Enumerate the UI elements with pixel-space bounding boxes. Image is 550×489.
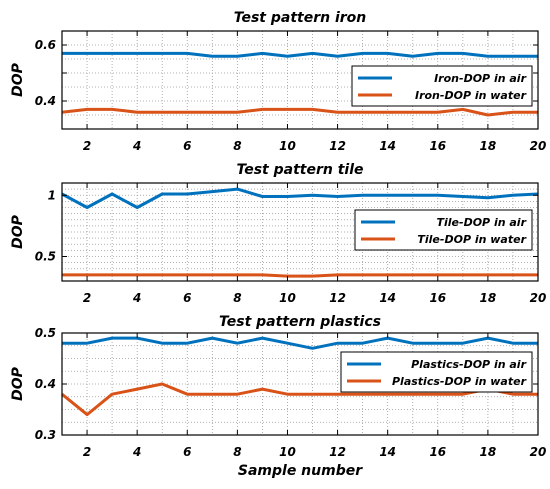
legend-box bbox=[351, 65, 533, 107]
series-line-water bbox=[61, 107, 538, 117]
legend: Plastics-DOP in air Plastics-DOP in water bbox=[340, 351, 533, 393]
x-tick-label: 18 bbox=[480, 445, 497, 459]
x-tick-label: 4 bbox=[132, 291, 141, 305]
legend-label-air: Tile-DOP in air bbox=[437, 216, 527, 229]
y-tick-label: 0.5 bbox=[35, 250, 56, 264]
chart-panel-1: 2 4 6 8 10 12 14 16 18 20 0.4 0.6 Test pattern iron D… bbox=[10, 10, 546, 153]
x-tick-label: 2 bbox=[83, 139, 91, 153]
y-tick-label: 1 bbox=[48, 188, 56, 202]
legend-label-air: Plastics-DOP in air bbox=[411, 358, 526, 371]
y-tick-label: 0.4 bbox=[35, 94, 56, 108]
x-tick-label: 12 bbox=[329, 445, 346, 459]
x-tick-label: 18 bbox=[480, 139, 497, 153]
series-line-water bbox=[62, 273, 538, 278]
legend: Iron-DOP in air Iron-DOP in water bbox=[351, 65, 533, 107]
x-tick-label: 10 bbox=[279, 291, 296, 305]
x-tick-label: 10 bbox=[279, 139, 296, 153]
legend: Tile-DOP in air Tile-DOP in water bbox=[354, 209, 533, 251]
y-axis-label: DOP bbox=[10, 214, 26, 249]
y-tick-label: 0.6 bbox=[35, 38, 56, 52]
x-tick-label: 20 bbox=[530, 291, 547, 305]
chart-title: Test pattern plastics bbox=[219, 314, 381, 330]
x-tick-label: 12 bbox=[329, 291, 346, 305]
y-axis-label: DOP bbox=[10, 366, 26, 401]
x-tick-label: 20 bbox=[530, 139, 547, 153]
plot-frame bbox=[61, 30, 539, 130]
x-tick-label: 8 bbox=[233, 291, 241, 305]
series-line-water bbox=[61, 382, 538, 417]
x-tick-label: 4 bbox=[132, 445, 141, 459]
x-tick-label: 2 bbox=[83, 445, 91, 459]
x-tick-label: 16 bbox=[429, 139, 446, 153]
legend-label-water: Tile-DOP in water bbox=[417, 233, 526, 246]
x-tick-label: 18 bbox=[480, 291, 497, 305]
chart-title: Test pattern iron bbox=[234, 10, 367, 26]
x-tick-label: 8 bbox=[233, 445, 241, 459]
legend-box bbox=[354, 209, 533, 251]
x-tick-label: 14 bbox=[379, 445, 396, 459]
x-tick-label: 16 bbox=[429, 445, 446, 459]
chart-title: Test pattern tile bbox=[236, 162, 363, 178]
series-line-air bbox=[62, 336, 538, 350]
x-tick-label: 6 bbox=[183, 139, 191, 153]
y-axis-label: DOP bbox=[10, 62, 26, 97]
x-tick-label: 10 bbox=[279, 445, 296, 459]
x-tick-label: 14 bbox=[379, 291, 396, 305]
legend-label-water: Plastics-DOP in water bbox=[392, 375, 527, 388]
x-tick-label: 12 bbox=[329, 139, 346, 153]
plot-frame bbox=[61, 182, 539, 282]
chart-panel-3: 2 4 6 8 10 12 14 16 18 20 0.3 0.4 0.5 Test pattern pl… bbox=[10, 314, 546, 479]
x-tick-label: 20 bbox=[530, 445, 547, 459]
y-tick-label: 0.5 bbox=[35, 326, 56, 340]
x-tick-label: 4 bbox=[132, 139, 141, 153]
series-line-air bbox=[62, 51, 538, 58]
x-tick-label: 8 bbox=[233, 139, 241, 153]
x-axis-label: Sample number bbox=[238, 463, 363, 479]
y-tick-label: 0.4 bbox=[35, 377, 56, 391]
x-tick-label: 6 bbox=[183, 291, 191, 305]
legend-label-air: Iron-DOP in air bbox=[434, 72, 526, 85]
x-tick-label: 14 bbox=[379, 139, 396, 153]
legend-box bbox=[340, 351, 533, 393]
legend-label-water: Iron-DOP in water bbox=[415, 89, 527, 102]
y-tick-label: 0.3 bbox=[35, 428, 56, 442]
x-tick-label: 6 bbox=[183, 445, 191, 459]
series-line-air bbox=[61, 187, 539, 209]
x-tick-label: 2 bbox=[83, 291, 91, 305]
x-tick-label: 16 bbox=[429, 291, 446, 305]
chart-panel-2: 2 4 6 8 10 12 14 16 18 20 0.5 1 Test pattern tile DOP… bbox=[10, 162, 546, 305]
